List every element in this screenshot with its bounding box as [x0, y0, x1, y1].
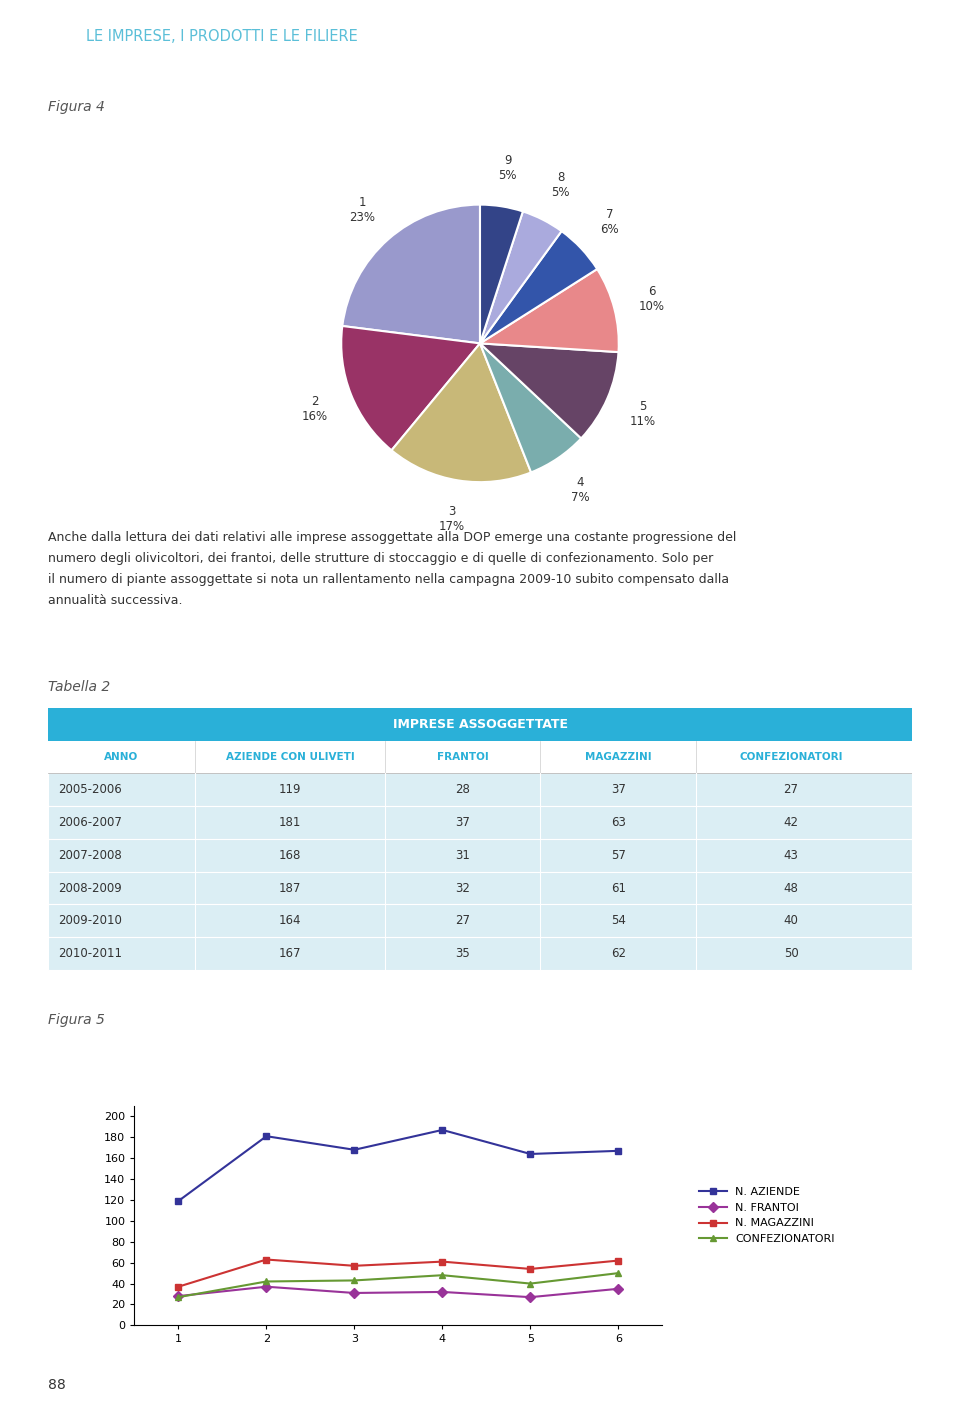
Bar [48, 838, 912, 872]
Text: 2010-2011: 2010-2011 [59, 947, 122, 960]
Legend: N. AZIENDE, N. FRANTOI, N. MAGAZZINI, CONFEZIONATORI: N. AZIENDE, N. FRANTOI, N. MAGAZZINI, CO… [694, 1182, 839, 1249]
Text: 27: 27 [783, 783, 799, 796]
Text: 2006-2007: 2006-2007 [59, 816, 122, 830]
Text: 57: 57 [611, 848, 626, 862]
Text: 35: 35 [455, 947, 470, 960]
Text: 43: 43 [783, 848, 799, 862]
Bar [48, 937, 912, 970]
Bar [48, 741, 912, 773]
Text: Figura 5: Figura 5 [48, 1014, 105, 1027]
Text: 40: 40 [783, 915, 799, 927]
Text: 168: 168 [278, 848, 301, 862]
Text: 1
23%: 1 23% [349, 197, 375, 224]
Text: 2008-2009: 2008-2009 [59, 882, 122, 895]
Text: 62: 62 [611, 947, 626, 960]
Text: 181: 181 [278, 816, 301, 830]
Text: FRANTOI: FRANTOI [437, 752, 489, 762]
Bar [48, 806, 912, 838]
Wedge shape [480, 344, 618, 439]
Text: 4
7%: 4 7% [570, 476, 589, 504]
Text: 31: 31 [455, 848, 470, 862]
Text: 2009-2010: 2009-2010 [59, 915, 122, 927]
Text: 2007-2008: 2007-2008 [59, 848, 122, 862]
Bar [48, 773, 912, 806]
Text: 2
16%: 2 16% [301, 395, 328, 423]
Text: 37: 37 [611, 783, 626, 796]
Text: AZIENDE CON ULIVETI: AZIENDE CON ULIVETI [226, 752, 354, 762]
Text: DISTRIBUZIONE DELLE AZIENDE PER NUMERO DI CAMPAGNE IN CUI HANNO CERTIFICATO: DISTRIBUZIONE DELLE AZIENDE PER NUMERO D… [204, 146, 756, 156]
Text: 50: 50 [783, 947, 799, 960]
Wedge shape [343, 205, 480, 344]
Text: CONFEZIONATORI: CONFEZIONATORI [739, 752, 843, 762]
Text: 6
10%: 6 10% [639, 285, 665, 313]
Text: 8
5%: 8 5% [551, 171, 570, 200]
Text: IMPRESE ASSOGGETTATE: IMPRESE ASSOGGETTATE [393, 718, 567, 731]
Wedge shape [480, 269, 619, 353]
Text: Figura 4: Figura 4 [48, 101, 105, 113]
Bar [48, 905, 912, 937]
Text: 7
6%: 7 6% [600, 208, 619, 236]
Bar [48, 872, 912, 905]
Text: 3
17%: 3 17% [439, 506, 466, 532]
Text: ANNO: ANNO [105, 752, 138, 762]
Bar [48, 708, 912, 741]
Text: IMPRESE ASSOGGETTATE: IMPRESE ASSOGGETTATE [393, 1059, 567, 1072]
Text: 32: 32 [455, 882, 470, 895]
Text: 42: 42 [783, 816, 799, 830]
Text: 37: 37 [455, 816, 470, 830]
Text: 9
5%: 9 5% [498, 154, 517, 181]
Text: 164: 164 [278, 915, 301, 927]
Text: 63: 63 [611, 816, 626, 830]
Text: 28: 28 [455, 783, 470, 796]
Text: 48: 48 [783, 882, 799, 895]
Wedge shape [480, 344, 581, 473]
Text: 88: 88 [48, 1378, 65, 1392]
Text: Anche dalla lettura dei dati relativi alle imprese assoggettate alla DOP emerge : Anche dalla lettura dei dati relativi al… [48, 531, 736, 607]
Text: MAGAZZINI: MAGAZZINI [585, 752, 652, 762]
Text: 119: 119 [278, 783, 301, 796]
Wedge shape [480, 205, 523, 344]
Wedge shape [341, 326, 480, 450]
Wedge shape [480, 211, 562, 344]
Text: LE IMPRESE, I PRODOTTI E LE FILIERE: LE IMPRESE, I PRODOTTI E LE FILIERE [86, 30, 358, 44]
Text: 5
11%: 5 11% [630, 399, 656, 428]
Text: 187: 187 [278, 882, 301, 895]
Text: Tabella 2: Tabella 2 [48, 681, 110, 694]
Text: 27: 27 [455, 915, 470, 927]
Wedge shape [480, 231, 597, 344]
Text: 54: 54 [611, 915, 626, 927]
Text: 167: 167 [278, 947, 301, 960]
Text: 2005-2006: 2005-2006 [59, 783, 122, 796]
Wedge shape [392, 344, 531, 481]
Text: 61: 61 [611, 882, 626, 895]
